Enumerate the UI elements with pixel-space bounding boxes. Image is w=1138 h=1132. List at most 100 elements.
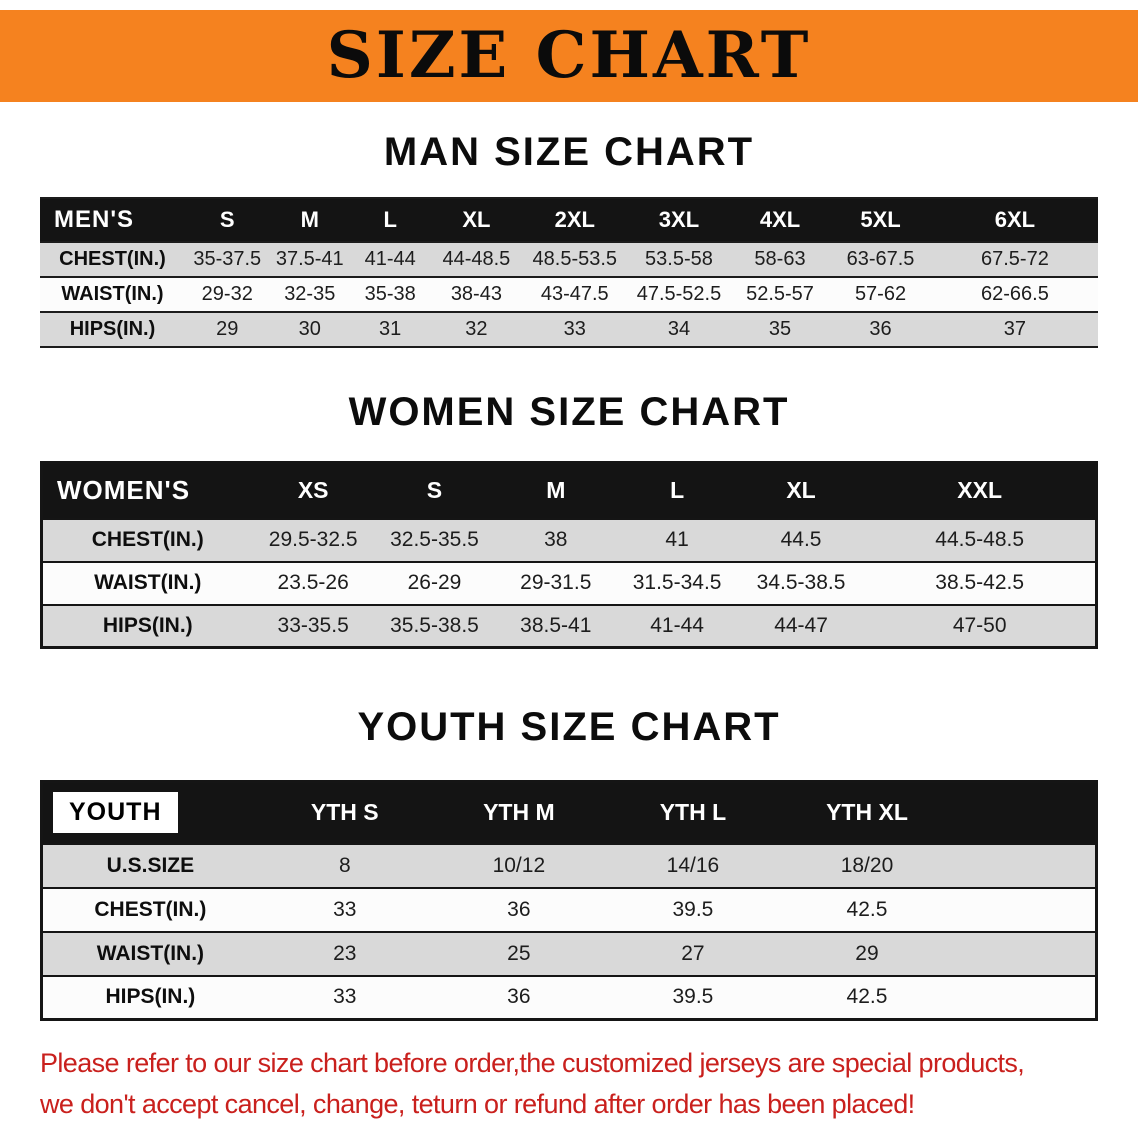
size-value: 35-38 bbox=[364, 283, 416, 305]
size-value: 33 bbox=[333, 985, 357, 1009]
size-value: 44-48.5 bbox=[442, 248, 511, 270]
size-column-header: M bbox=[300, 207, 319, 232]
size-value: 31.5-34.5 bbox=[632, 571, 722, 594]
banner: SIZE CHART bbox=[0, 10, 1138, 102]
size-value: 42.5 bbox=[846, 897, 888, 921]
size-value: 36 bbox=[507, 985, 531, 1009]
size-value: 32.5-35.5 bbox=[390, 528, 479, 551]
size-value: 39.5 bbox=[672, 897, 714, 921]
size-value: 53.5-58 bbox=[645, 248, 713, 270]
table-corner-cell: WOMEN'S bbox=[57, 475, 191, 506]
empty-cell bbox=[954, 844, 1096, 888]
men-header-row: MEN'S S M L XL 2XL 3XL 4XL 5XL 6XL bbox=[40, 198, 1098, 242]
note-line-1: Please refer to our size chart before or… bbox=[40, 1048, 1025, 1078]
measurement-label: WAIST(IN.) bbox=[96, 941, 205, 965]
measurement-label: HIPS(IN.) bbox=[102, 613, 193, 637]
size-value: 63-67.5 bbox=[846, 248, 915, 270]
size-value: 37.5-41 bbox=[275, 248, 344, 270]
size-column-header: L bbox=[670, 477, 685, 504]
size-column-header: 4XL bbox=[759, 207, 801, 232]
measurement-label: HIPS(IN.) bbox=[69, 318, 156, 340]
table-row: HIPS(IN.) 29 30 31 32 33 34 35 36 37 bbox=[40, 312, 1098, 347]
measurement-label: WAIST(IN.) bbox=[61, 283, 164, 305]
size-value: 18/20 bbox=[840, 853, 894, 877]
table-row: CHEST(IN.) 35-37.5 37.5-41 41-44 44-48.5 48.5… bbox=[40, 242, 1098, 277]
measurement-label: CHEST(IN.) bbox=[94, 897, 207, 921]
size-value: 48.5-53.5 bbox=[532, 248, 618, 270]
youth-section-heading: YOUTH SIZE CHART bbox=[357, 705, 781, 749]
size-value: 33 bbox=[333, 897, 357, 921]
size-value: 34.5-38.5 bbox=[756, 571, 846, 594]
size-value: 14/16 bbox=[666, 853, 720, 877]
size-value: 8 bbox=[338, 853, 351, 877]
size-value: 25 bbox=[507, 941, 531, 965]
table-row: HIPS(IN.) 33-35.5 35.5-38.5 38.5-41 41-44 44-… bbox=[41, 604, 1097, 648]
size-column-header: 6XL bbox=[994, 207, 1036, 232]
measurement-label: HIPS(IN.) bbox=[105, 985, 196, 1009]
table-row: U.S.SIZE 8 10/12 14/16 18/20 bbox=[41, 843, 1097, 888]
size-value: 52.5-57 bbox=[746, 283, 814, 305]
size-value: 35.5-38.5 bbox=[390, 613, 479, 637]
size-value: 23 bbox=[333, 941, 357, 965]
size-value: 29 bbox=[216, 318, 239, 340]
size-value: 67.5-72 bbox=[980, 248, 1049, 270]
table-corner-label: YOUTH bbox=[53, 792, 178, 834]
measurement-label: WAIST(IN.) bbox=[94, 571, 202, 594]
size-value: 27 bbox=[681, 941, 705, 965]
empty-cell bbox=[954, 932, 1096, 976]
table-corner-cell: YOUTH bbox=[42, 782, 258, 844]
table-row: CHEST(IN.) 33 36 39.5 42.5 bbox=[41, 887, 1097, 932]
size-value: 38-43 bbox=[450, 283, 502, 305]
table-row: WAIST(IN.) 29-32 32-35 35-38 38-43 43-47.5 47.… bbox=[40, 277, 1098, 312]
size-column-header: YTH XL bbox=[826, 799, 908, 826]
size-value: 32-35 bbox=[284, 283, 336, 305]
table-row: CHEST(IN.) 29.5-32.5 32.5-35.5 38 41 44.5 44.5… bbox=[41, 518, 1097, 562]
size-column-header: S bbox=[219, 207, 235, 232]
table-row: HIPS(IN.) 33 36 39.5 42.5 bbox=[41, 975, 1097, 1020]
table-row: WAIST(IN.) 23 25 27 29 bbox=[41, 931, 1097, 976]
size-value: 44-47 bbox=[774, 613, 828, 637]
size-value: 41 bbox=[665, 528, 689, 551]
size-value: 34 bbox=[667, 318, 691, 340]
youth-section: YOUTH SIZE CHART YOUTH YTH S YTH M YTH L YTH… bbox=[40, 705, 1098, 1021]
size-value: 29.5-32.5 bbox=[268, 528, 358, 551]
size-value: 43-47.5 bbox=[540, 283, 609, 305]
page-title: SIZE CHART bbox=[326, 18, 812, 93]
size-value: 29 bbox=[855, 941, 879, 965]
size-column-header: XXL bbox=[957, 477, 1003, 504]
size-value: 38 bbox=[544, 528, 568, 551]
measurement-label: CHEST(IN.) bbox=[59, 248, 166, 270]
measurement-label: CHEST(IN.) bbox=[91, 528, 204, 551]
footer-note: Please refer to our size chart before or… bbox=[40, 1047, 1138, 1121]
women-size-table: WOMEN'S XS S M L XL XXL CHEST(IN.) 29.5-32.5 32.… bbox=[40, 461, 1098, 649]
note-line-2: we don't accept cancel, change, teturn o… bbox=[40, 1088, 915, 1119]
size-column-header: YTH S bbox=[310, 799, 379, 826]
size-column-header: 5XL bbox=[860, 207, 901, 232]
size-column-header: YTH L bbox=[659, 799, 727, 826]
size-column-header: XL bbox=[462, 207, 491, 232]
men-table-body: CHEST(IN.) 35-37.5 37.5-41 41-44 44-48.5 48.5… bbox=[40, 242, 1098, 347]
men-section-heading: MAN SIZE CHART bbox=[383, 130, 755, 174]
size-value: 41-44 bbox=[650, 613, 704, 637]
women-section: WOMEN SIZE CHART WOMEN'S XS S M L XL XXL CHEST… bbox=[40, 390, 1098, 649]
size-value: 35-37.5 bbox=[193, 248, 262, 270]
size-value: 47-50 bbox=[952, 613, 1007, 637]
youth-header-row: YOUTH YTH S YTH M YTH L YTH XL bbox=[41, 781, 1097, 844]
size-value: 57-62 bbox=[854, 283, 907, 305]
size-value: 29-32 bbox=[201, 283, 253, 305]
empty-header-cell bbox=[954, 782, 1096, 844]
empty-cell bbox=[954, 888, 1096, 932]
size-value: 39.5 bbox=[672, 985, 714, 1009]
women-header-row: WOMEN'S XS S M L XL XXL bbox=[41, 462, 1097, 519]
size-value: 10/12 bbox=[492, 853, 546, 877]
size-column-header: XS bbox=[297, 477, 329, 504]
size-value: 41-44 bbox=[364, 248, 416, 270]
size-column-header: 2XL bbox=[554, 207, 595, 232]
size-value: 44.5 bbox=[780, 528, 822, 551]
size-value: 35 bbox=[768, 318, 792, 340]
size-value: 30 bbox=[298, 318, 321, 340]
empty-cell bbox=[954, 976, 1096, 1020]
size-value: 44.5-48.5 bbox=[935, 528, 1025, 551]
size-column-header: S bbox=[426, 477, 443, 504]
